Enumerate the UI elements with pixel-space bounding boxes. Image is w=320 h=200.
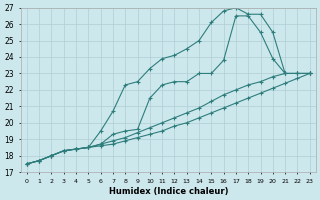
X-axis label: Humidex (Indice chaleur): Humidex (Indice chaleur)	[108, 187, 228, 196]
